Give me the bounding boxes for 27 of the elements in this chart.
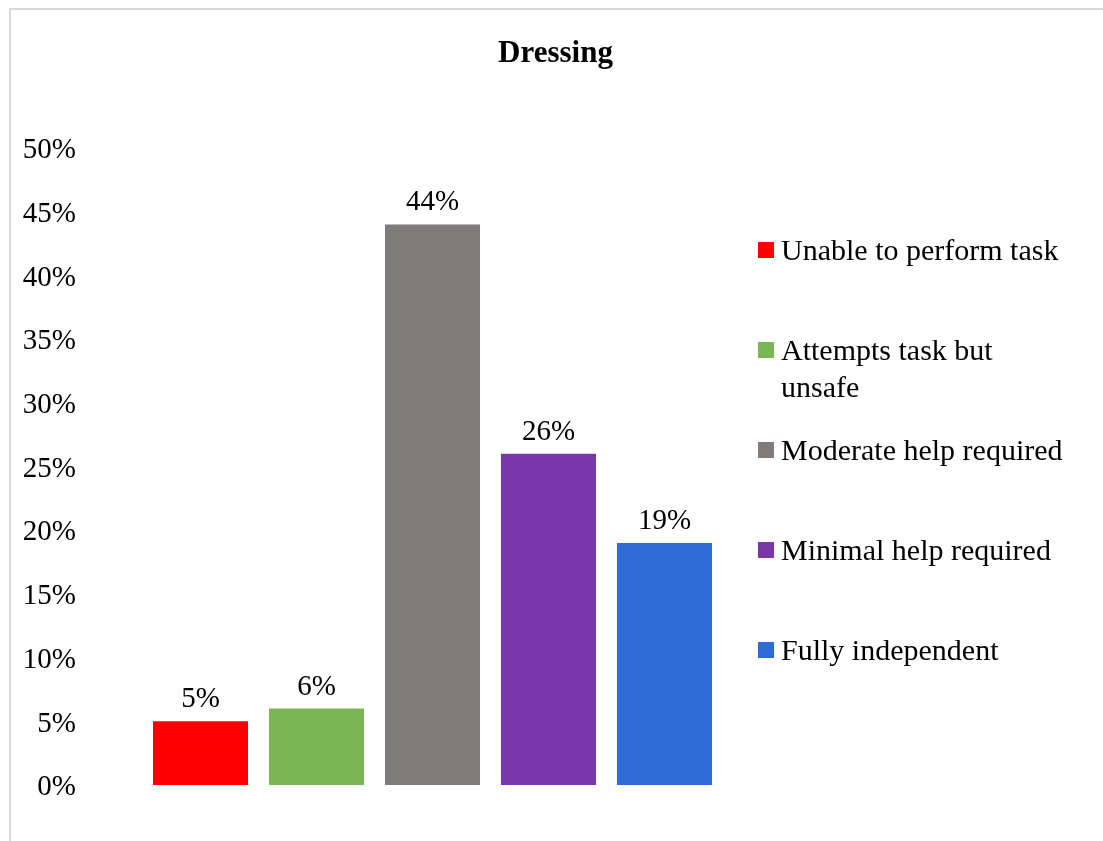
legend-label: Moderate help required xyxy=(781,432,1064,468)
data-label: 19% xyxy=(637,502,692,535)
y-tick-label: 15% xyxy=(22,578,76,611)
bar xyxy=(269,708,364,785)
data-label: 44% xyxy=(405,184,460,217)
bar xyxy=(385,224,480,785)
y-tick-label: 50% xyxy=(22,132,76,165)
data-label: 6% xyxy=(297,668,336,701)
y-tick-label: 25% xyxy=(22,450,76,483)
legend-label: Minimal help required xyxy=(781,532,1052,568)
y-tick-label: 35% xyxy=(22,323,76,356)
bar xyxy=(501,453,596,785)
bar xyxy=(617,542,712,785)
y-tick-label: 10% xyxy=(22,641,76,674)
y-tick-label: 0% xyxy=(37,769,76,802)
chart-title: Dressing xyxy=(497,34,614,70)
y-tick-label: 45% xyxy=(22,195,76,228)
data-label: 26% xyxy=(521,413,576,446)
legend-label: Unable to perform task xyxy=(781,232,1060,268)
legend-label: Attempts task but unsafe xyxy=(781,332,994,405)
y-tick-label: 5% xyxy=(37,705,76,738)
y-tick-label: 20% xyxy=(22,514,76,547)
legend-label: Fully independent xyxy=(781,632,1000,668)
y-tick-label: 30% xyxy=(22,387,76,420)
data-label: 5% xyxy=(181,681,220,714)
bar xyxy=(153,721,248,785)
y-tick-label: 40% xyxy=(22,259,76,292)
